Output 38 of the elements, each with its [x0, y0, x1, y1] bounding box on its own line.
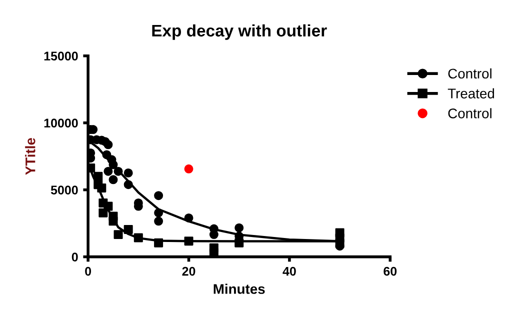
point [154, 191, 164, 200]
y-axis-title: YTitle [25, 138, 36, 175]
x-tick-label: 20 [182, 266, 196, 276]
point [108, 160, 118, 170]
x-axis-title: Minutes [214, 284, 265, 294]
point [184, 164, 194, 174]
x-tick-label: 0 [85, 266, 92, 276]
x-tick-label: 60 [384, 266, 397, 276]
point [154, 208, 164, 218]
point [335, 238, 344, 248]
point [154, 216, 164, 226]
point [104, 140, 113, 150]
point [104, 166, 113, 176]
point [124, 168, 133, 178]
legend-label: Control [448, 68, 492, 79]
point [108, 216, 118, 226]
x-tick-label: 40 [282, 266, 296, 276]
point [154, 238, 164, 248]
point [184, 213, 194, 222]
point [98, 208, 108, 218]
point [234, 238, 244, 248]
point [184, 236, 194, 246]
legend-label: Control [448, 108, 492, 118]
point [124, 180, 133, 190]
legend-label: Treated [448, 88, 494, 98]
point [114, 230, 123, 240]
y-tick-label: 10000 [44, 118, 78, 128]
y-tick-label: 0 [72, 252, 78, 262]
point [134, 233, 143, 242]
point [124, 224, 133, 234]
point [234, 223, 244, 232]
point [94, 172, 103, 181]
y-tick-label: 5000 [50, 186, 78, 194]
chart-title: Exp decay with outlier [152, 24, 327, 40]
y-tick-label: 15000 [44, 52, 78, 61]
point [114, 166, 123, 176]
point [97, 183, 106, 192]
point [108, 175, 118, 184]
